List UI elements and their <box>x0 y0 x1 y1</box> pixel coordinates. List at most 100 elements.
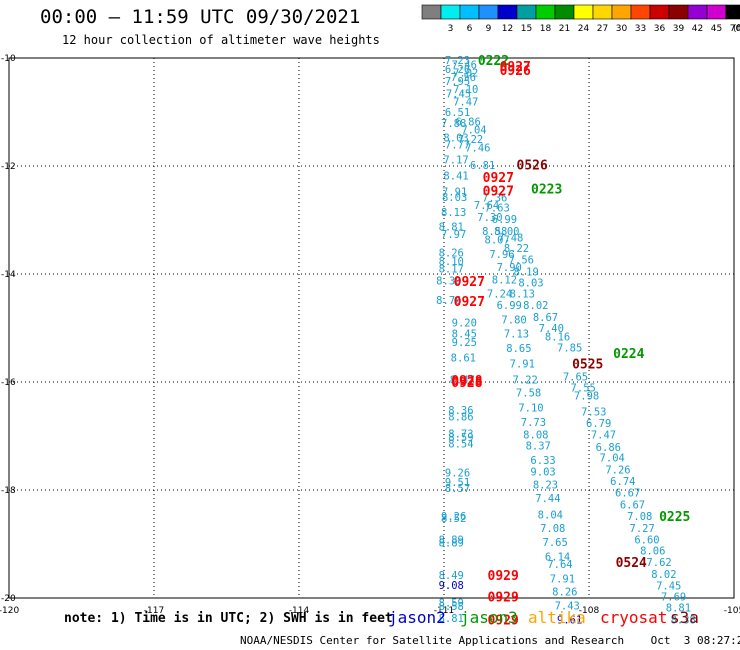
x-tick-label: -105 <box>724 606 740 616</box>
wave-height-point: 8.06 <box>640 545 665 557</box>
wave-height-point: 7.24 <box>487 288 512 300</box>
pass-time-label: 0928 <box>451 376 482 391</box>
wave-height-point: 7.47 <box>591 429 616 441</box>
wave-height-point: 9.20 <box>452 318 477 330</box>
x-tick-label: -120 <box>0 606 19 616</box>
wave-height-point: 7.77 <box>445 139 470 151</box>
colorbar-tick-label: 9 <box>486 24 492 34</box>
pass-time-label: 0224 <box>613 347 644 362</box>
wave-height-point: 7.62 <box>646 557 671 569</box>
wave-height-point: 8.67 <box>533 312 558 324</box>
x-tick-label: -117 <box>144 606 164 616</box>
colorbar-tick-label: 27 <box>597 24 608 34</box>
wave-height-point: 8.04 <box>538 509 563 521</box>
legend-jason3: jason3 <box>460 608 518 627</box>
wave-height-point: 8.13 <box>510 288 535 300</box>
wave-height-point: 7.64 <box>474 200 499 212</box>
wave-height-point: 8.37 <box>526 441 551 453</box>
wave-height-point: 8.38 <box>671 615 696 627</box>
wave-height-point: 7.22 <box>458 134 483 146</box>
y-tick-label: -16 <box>1 378 16 388</box>
wave-height-point: 7.91 <box>442 186 467 198</box>
wave-height-point: 7.43 <box>555 601 580 613</box>
colorbar-swatch <box>687 4 708 20</box>
wave-height-point: 8.12 <box>492 274 517 286</box>
pass-time-label: 0929 <box>488 614 519 629</box>
wave-height-point: 9.51 <box>445 477 470 489</box>
legend-s3a: s3a <box>670 608 699 627</box>
wave-height-point: 8.89 <box>439 535 464 547</box>
wave-height-point: 7.56 <box>451 72 476 84</box>
wave-height-point: 6.67 <box>620 500 645 512</box>
colorbar-tick-label: 3 <box>448 24 454 34</box>
colorbar-tick-label: 30 <box>616 24 628 34</box>
wave-height-point: 7.95 <box>445 76 470 88</box>
wave-height-point: 8.65 <box>506 343 531 355</box>
wave-height-point: 6.81 <box>470 160 495 172</box>
pass-time-label: 0928 <box>451 374 482 389</box>
wave-height-point: 8.76 <box>436 295 461 307</box>
colorbar-tick-label: 15 <box>521 24 532 34</box>
wave-height-point: 8.49 <box>439 570 464 582</box>
wave-height-point: 7.36 <box>482 192 507 204</box>
wave-height-point: 8.52 <box>441 513 466 525</box>
pass-time-label: 0927 <box>454 275 485 290</box>
x-tick-label: -108 <box>579 606 600 616</box>
pass-time-label: 0526 <box>517 158 548 173</box>
colorbar-tick-label: 45 <box>711 24 722 34</box>
y-tick-label: -18 <box>1 486 16 496</box>
wave-height-point: 8.23 <box>533 480 558 492</box>
colorbar-tick-label: 6 <box>467 24 473 34</box>
wave-height-point: 8.17 <box>439 264 464 276</box>
colorbar-tick-label: 42 <box>692 24 703 34</box>
wave-height-point: 7.73 <box>521 417 546 429</box>
wave-height-point: 8.13 <box>441 207 466 219</box>
wave-height-point: 6.74 <box>610 476 635 488</box>
pass-time-label: 0927 <box>483 171 514 186</box>
wave-height-point: 9.25 <box>452 337 477 349</box>
colorbar-tick-label: 36 <box>654 24 666 34</box>
pass-time-label: 0223 <box>531 183 562 198</box>
colorbar-swatch <box>592 4 613 20</box>
x-tick-label: -114 <box>289 606 310 616</box>
colorbar-swatch <box>478 4 499 20</box>
wave-height-point: 7.17 <box>443 155 468 167</box>
colorbar-swatch <box>611 4 632 20</box>
wave-height-point: 7.97 <box>441 229 466 241</box>
wave-height-point: 8.81 <box>439 613 464 625</box>
wave-height-point: 7.53 <box>581 407 606 419</box>
colorbar-tick-label: 18 <box>540 24 552 34</box>
colorbar-swatch <box>459 4 480 20</box>
chart-title: 00:00 – 11:59 UTC 09/30/2021 <box>40 6 361 28</box>
wave-height-point: 8.26 <box>552 587 577 599</box>
footer-credit: NOAA/NESDIS Center for Satellite Applica… <box>240 634 740 647</box>
wave-height-point: 7.23 <box>445 55 470 67</box>
colorbar-tick-label: 12 <box>502 24 513 34</box>
wave-height-point: 8.59 <box>448 432 473 444</box>
wave-height-point: 7.65 <box>563 372 588 384</box>
wave-height-point: 7.96 <box>489 249 514 261</box>
wave-height-point: 9.61 <box>557 615 582 627</box>
wave-height-point: 6.51 <box>445 107 470 119</box>
wave-height-point: 7.30 <box>477 212 502 224</box>
wave-height-point: 8.57 <box>445 483 470 495</box>
colorbar-tick-label: 70 <box>730 24 740 34</box>
wave-height-point: 7.56 <box>509 254 534 266</box>
wave-height-point: 7.13 <box>504 328 529 340</box>
pass-time-label: 0929 <box>488 569 519 584</box>
wave-height-point: 6.33 <box>530 455 555 467</box>
colorbar-tick-label: 39 <box>673 24 685 34</box>
colorbar-swatch <box>554 4 575 20</box>
wave-height-point: 7.22 <box>513 374 538 386</box>
wave-height-point: 7.27 <box>630 523 655 535</box>
pass-time-label: 0929 <box>488 590 519 605</box>
wave-height-point: 8.07 <box>485 234 510 246</box>
wave-height-point: 7.65 <box>543 537 568 549</box>
chart-subtitle: 12 hour collection of altimeter wave hei… <box>62 33 380 47</box>
y-tick-label: -10 <box>1 54 16 64</box>
wave-height-point: 7.98 <box>574 391 599 403</box>
wave-height-point: 9.03 <box>530 467 555 479</box>
wave-height-point: 7.10 <box>453 84 478 96</box>
pass-time-label: 0926 <box>500 64 531 79</box>
wave-height-point: 7.88 <box>441 118 466 130</box>
